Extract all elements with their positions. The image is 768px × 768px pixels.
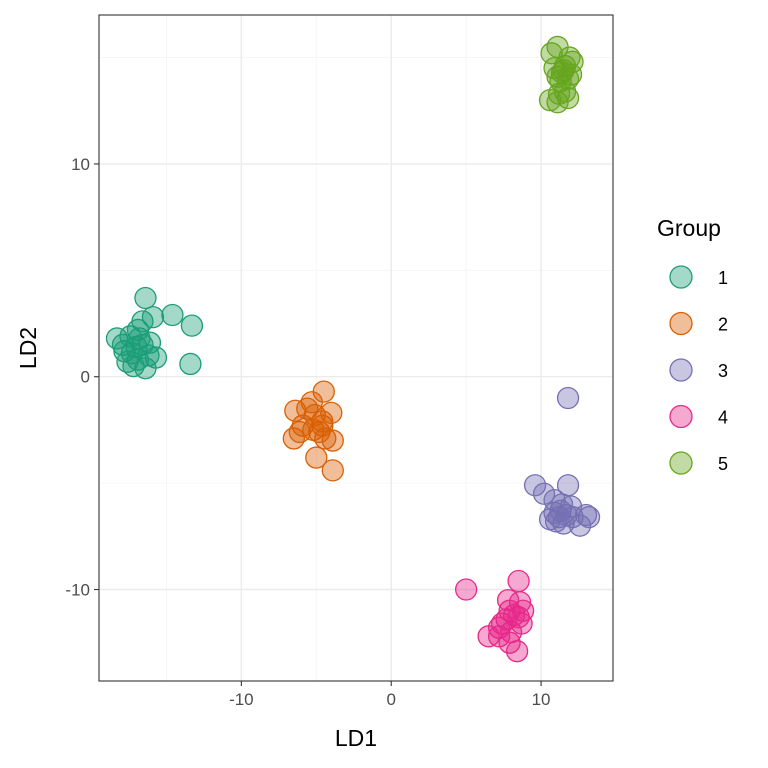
y-tick-label: 10 — [71, 155, 90, 174]
data-point-group-3 — [577, 506, 601, 529]
panel-border — [98, 14, 614, 682]
data-point-group-1 — [116, 350, 139, 373]
data-point-group-2 — [320, 401, 343, 425]
data-point-group-2 — [282, 427, 305, 450]
legend-key-group-3 — [669, 358, 693, 382]
data-point-group-3 — [568, 514, 592, 537]
legend-label-group-3: 3 — [718, 361, 728, 381]
data-point-group-4 — [487, 625, 511, 648]
data-point-group-3 — [552, 512, 575, 535]
series-group-4 — [454, 569, 535, 663]
data-point-group-2 — [305, 446, 328, 469]
data-point-group-4 — [505, 640, 529, 663]
data-point-group-4 — [490, 612, 514, 635]
data-point-group-1 — [128, 327, 151, 350]
data-point-group-4 — [502, 603, 526, 627]
x-tick-label: 0 — [386, 690, 395, 709]
data-point-group-2 — [321, 459, 344, 482]
legend-key-group-1 — [669, 265, 693, 289]
plot-panel — [99, 15, 613, 681]
data-point-group-1 — [105, 327, 129, 350]
y-tick-label: -10 — [65, 581, 90, 600]
series-group-3 — [523, 386, 601, 537]
data-point-group-1 — [134, 357, 157, 380]
data-point-group-4 — [498, 631, 521, 654]
data-point-group-2 — [311, 414, 334, 437]
data-point-group-3 — [544, 510, 568, 533]
legend-key-group-5 — [669, 451, 693, 475]
series-group-1 — [105, 286, 204, 380]
legend-label-group-1: 1 — [718, 268, 728, 288]
series-group-2 — [282, 380, 344, 482]
data-point-group-5 — [546, 91, 569, 114]
legend-label-group-4: 4 — [718, 408, 728, 428]
data-point-group-1 — [111, 333, 135, 356]
data-points — [105, 35, 601, 663]
data-point-group-1 — [180, 314, 204, 337]
data-point-group-3 — [547, 506, 571, 529]
y-axis-title: LD2 — [15, 327, 41, 369]
panel-background — [99, 15, 613, 681]
data-point-group-2 — [314, 427, 337, 450]
x-axis-title: LD1 — [335, 725, 377, 751]
legend-label-group-2: 2 — [718, 315, 728, 335]
data-point-group-4 — [454, 578, 478, 601]
axes: -10 0 10 -10 0 10 — [65, 155, 550, 709]
data-point-group-2 — [308, 420, 331, 444]
series-group-5 — [538, 35, 584, 114]
legend: Group 1 2 3 4 5 — [657, 215, 728, 475]
data-point-group-3 — [556, 386, 580, 410]
legend-title: Group — [657, 215, 721, 241]
x-tick-label: 10 — [532, 690, 551, 709]
data-point-group-1 — [134, 286, 157, 310]
data-point-group-5 — [538, 88, 562, 112]
legend-label-group-5: 5 — [718, 454, 728, 474]
data-point-group-3 — [523, 474, 547, 497]
data-point-group-4 — [507, 569, 530, 593]
x-tick-label: -10 — [229, 690, 254, 709]
legend-key-group-4 — [669, 404, 693, 429]
data-point-group-5 — [552, 59, 575, 82]
data-point-group-3 — [532, 482, 556, 505]
y-tick-label: 0 — [81, 368, 90, 387]
data-point-group-1 — [179, 352, 202, 376]
data-point-group-1 — [161, 303, 184, 327]
legend-key-group-2 — [669, 311, 693, 336]
